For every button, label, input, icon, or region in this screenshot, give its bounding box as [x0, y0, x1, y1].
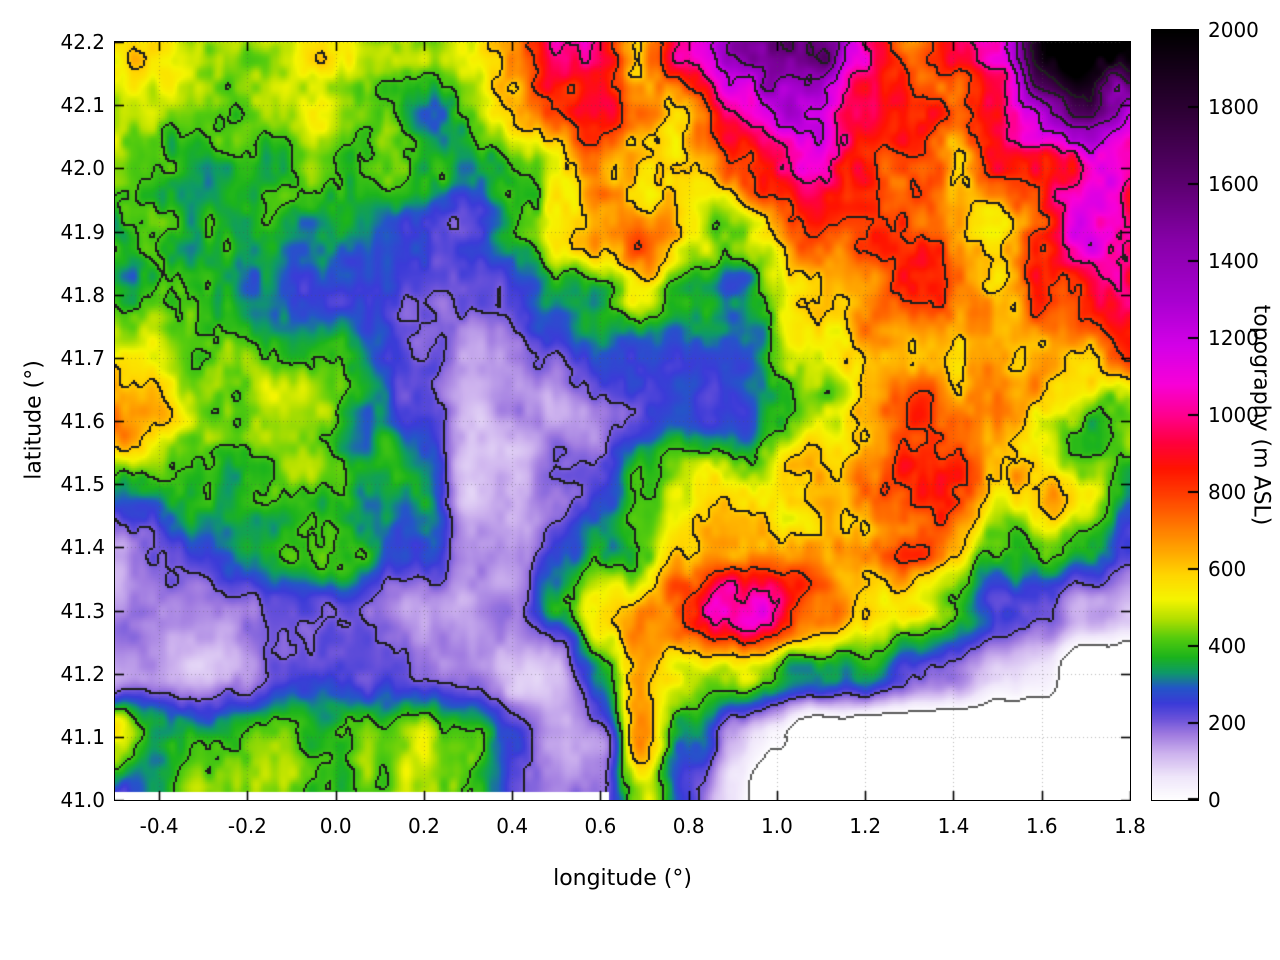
colorbar-tick-label: 1000	[1208, 403, 1259, 427]
map-plot-area	[114, 41, 1131, 801]
colorbar-tick-label: 800	[1208, 480, 1247, 504]
x-tick-label: -0.4	[139, 814, 179, 838]
x-tick-label: 0.0	[319, 814, 352, 838]
x-tick-label: 0.4	[496, 814, 529, 838]
y-tick-label: 41.7	[60, 345, 105, 370]
x-tick-label: 0.6	[584, 814, 617, 838]
x-tick-label: 1.8	[1114, 814, 1146, 838]
y-tick-label: 41.8	[60, 282, 105, 307]
colorbar-tick-label: 1600	[1208, 172, 1259, 196]
x-tick-label: 1.2	[849, 814, 882, 838]
colorbar-gradient-canvas	[1152, 30, 1198, 800]
x-tick-label: 0.2	[408, 814, 440, 838]
y-tick-label: 42.0	[60, 156, 105, 181]
colorbar	[1151, 29, 1199, 801]
y-tick-label: 41.2	[60, 661, 105, 686]
x-tick-label: 1.4	[937, 814, 970, 838]
colorbar-tick-label: 600	[1208, 557, 1247, 581]
colorbar-tick-label: 0	[1208, 788, 1221, 812]
y-tick-label: 41.4	[60, 535, 105, 560]
x-tick-label: -0.2	[227, 814, 267, 838]
colorbar-tick-label: 400	[1208, 634, 1247, 658]
y-tick-label: 41.1	[60, 724, 105, 749]
y-tick-label: 42.2	[60, 30, 105, 54]
y-tick-label: 41.0	[60, 788, 105, 812]
y-axis-title: latitude (°)	[21, 360, 47, 480]
x-tick-label: 1.0	[761, 814, 793, 838]
y-tick-label: 41.3	[60, 598, 105, 623]
y-tick-label: 41.9	[60, 219, 105, 244]
colorbar-tick-label: 2000	[1208, 18, 1259, 42]
y-tick-label: 41.6	[60, 409, 105, 433]
y-tick-label: 41.5	[60, 472, 105, 497]
x-axis-title: longitude (°)	[553, 866, 692, 891]
colorbar-title: topography (m ASL)	[1248, 304, 1274, 526]
colorbar-tick-label: 1400	[1208, 249, 1259, 273]
y-tick-label: 42.1	[60, 93, 105, 118]
colorbar-tick-label: 200	[1208, 711, 1247, 735]
x-tick-label: 1.6	[1025, 814, 1058, 838]
colorbar-tick-label: 1200	[1208, 326, 1259, 350]
x-tick-label: 0.8	[672, 814, 705, 838]
topography-heatmap-canvas	[115, 42, 1130, 800]
colorbar-tick-label: 1800	[1208, 95, 1259, 119]
